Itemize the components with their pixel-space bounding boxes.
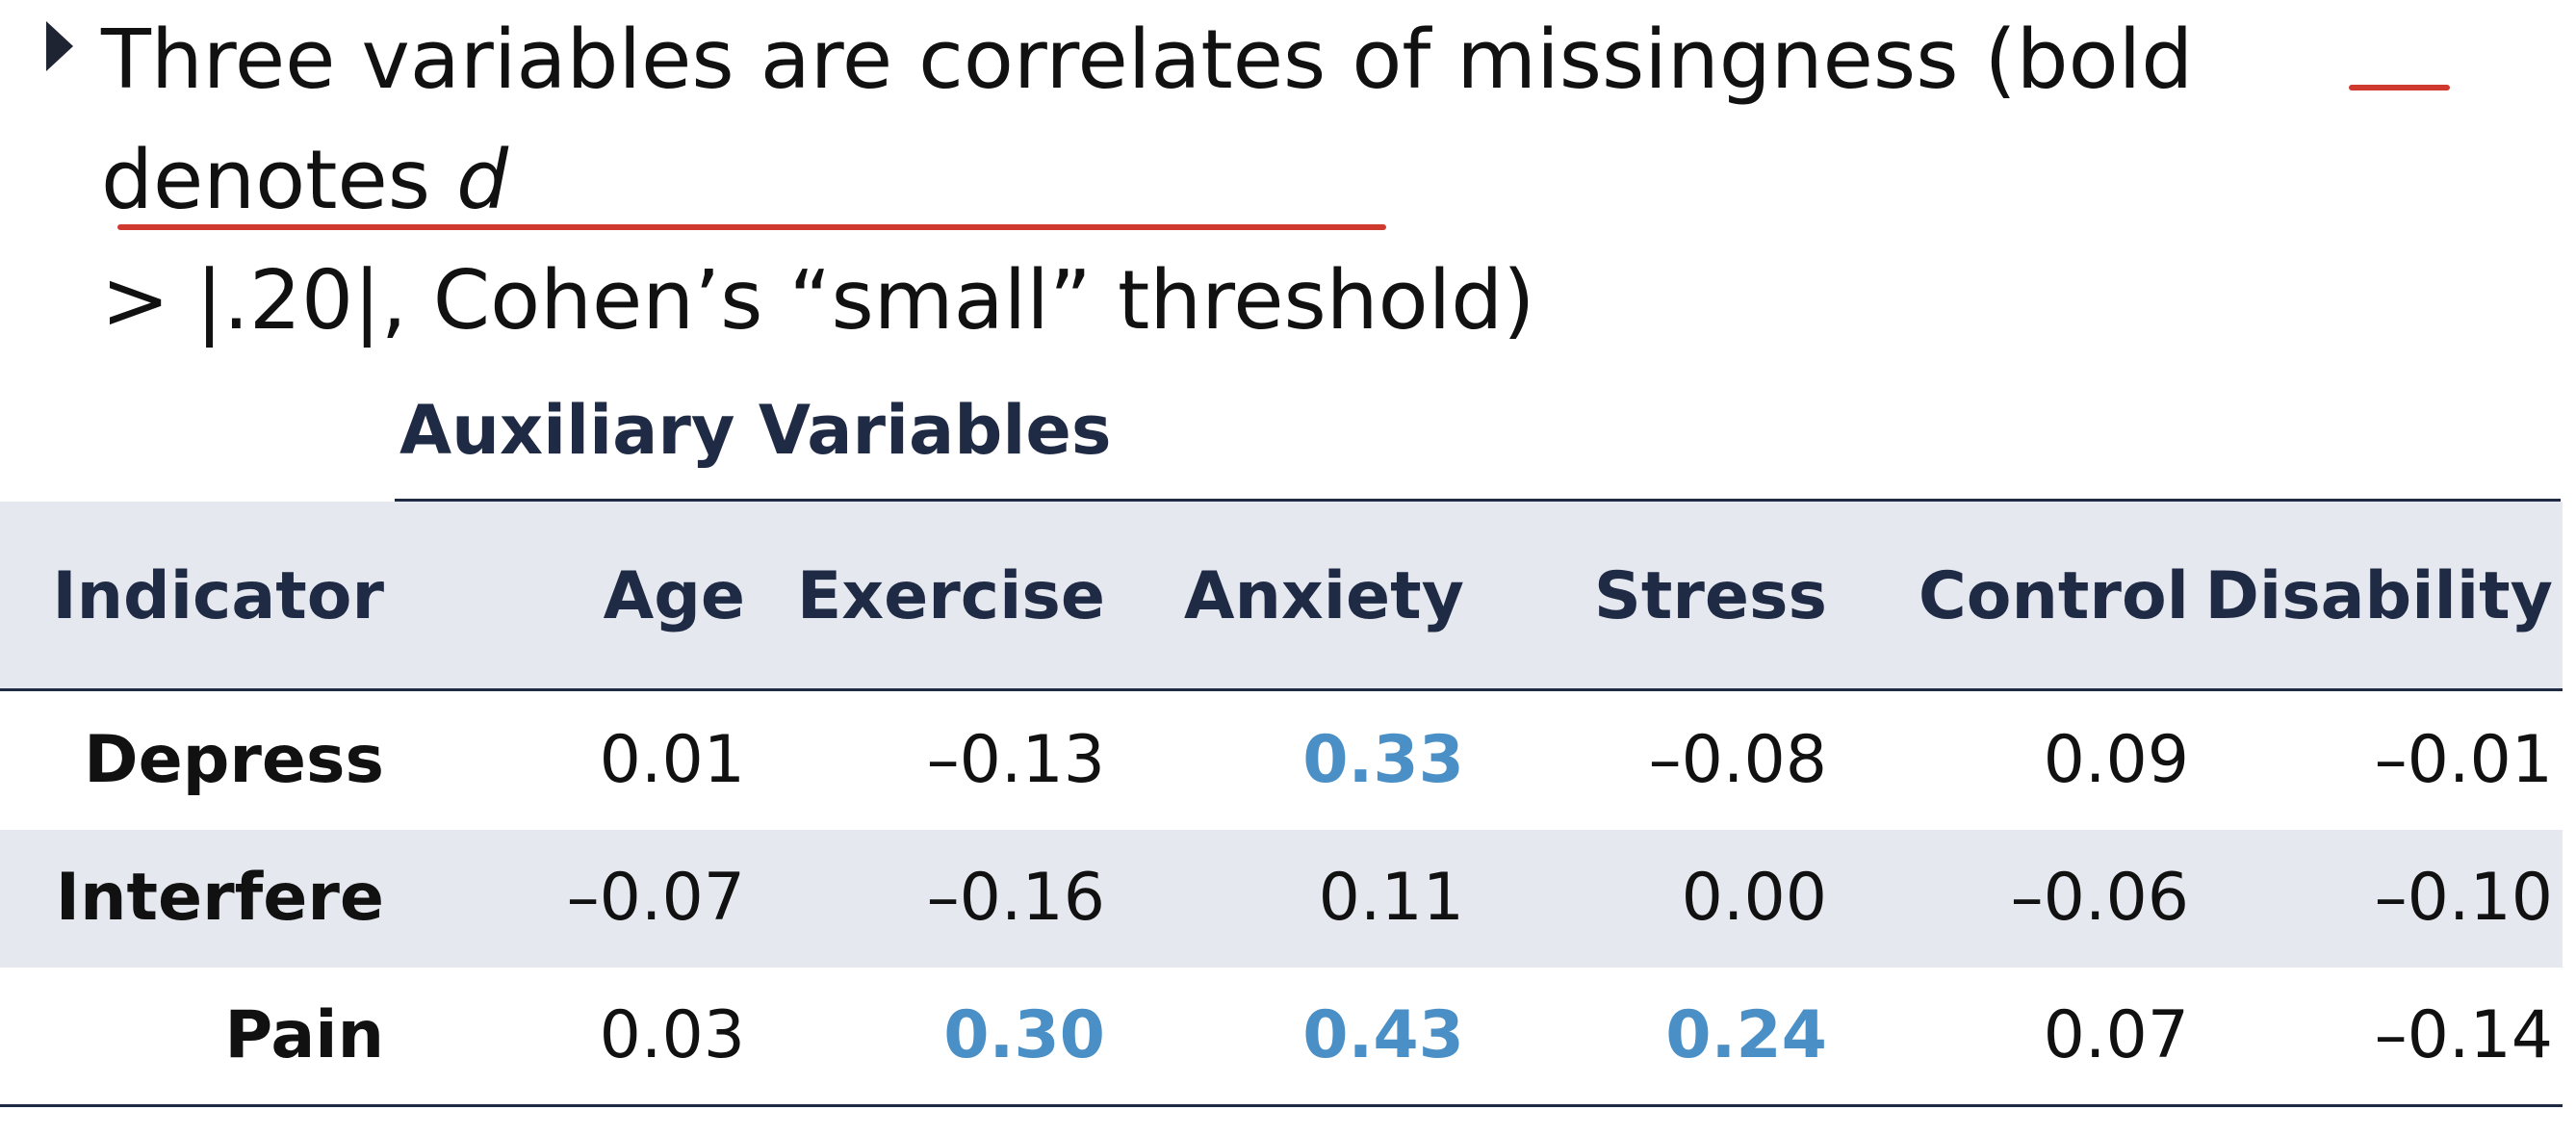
cell-depress-age: 0.01 — [599, 722, 745, 798]
cell-pain-anxiety: 0.43 — [1302, 997, 1464, 1073]
row-label-interfere: Interfere — [55, 860, 384, 936]
cell-interfere-control: –0.06 — [2010, 860, 2189, 936]
red-annotation-underline-threshold — [117, 224, 1386, 230]
row-label-depress: Depress — [84, 722, 384, 798]
cell-depress-anxiety: 0.33 — [1302, 722, 1464, 798]
cell-pain-stress: 0.24 — [1665, 997, 1827, 1073]
header-anxiety: Anxiety — [1183, 558, 1464, 634]
row-label-pain: Pain — [224, 997, 384, 1073]
header-control: Control — [1918, 558, 2189, 634]
table-bottom-rule — [0, 1104, 2563, 1107]
cell-pain-control: 0.07 — [2043, 997, 2189, 1073]
header-stress: Stress — [1593, 558, 1827, 634]
header-exercise: Exercise — [796, 558, 1105, 634]
cell-interfere-anxiety: 0.11 — [1318, 860, 1464, 936]
cell-interfere-stress: 0.00 — [1681, 860, 1827, 936]
bullet-d-symbol: d — [456, 133, 509, 228]
cell-depress-exercise: –0.13 — [926, 722, 1105, 798]
cell-pain-exercise: 0.30 — [943, 997, 1105, 1073]
cell-interfere-disability: –0.10 — [2374, 860, 2553, 936]
cell-interfere-exercise: –0.16 — [926, 860, 1105, 936]
header-disability: Disability — [2204, 558, 2553, 634]
cell-interfere-age: –0.07 — [566, 860, 745, 936]
bullet-line1: Three variables are correlates of missin… — [101, 13, 2194, 228]
cell-depress-stress: –0.08 — [1648, 722, 1827, 798]
cell-pain-age: 0.03 — [599, 997, 745, 1073]
bullet-line2: > |.20|, Cohen’s “small” threshold) — [101, 253, 1535, 349]
bullet-text: Three variables are correlates of missin… — [101, 0, 2508, 361]
group-title-rule — [395, 499, 2561, 502]
header-indicator: Indicator — [52, 558, 384, 634]
auxiliary-variables-title: Auxiliary Variables — [399, 391, 1112, 470]
red-annotation-underline-d — [2349, 85, 2450, 90]
cell-depress-disability: –0.01 — [2374, 722, 2553, 798]
bullet-arrow-icon — [46, 21, 73, 71]
header-age: Age — [603, 558, 745, 634]
table-header-band — [0, 502, 2563, 691]
cell-depress-control: 0.09 — [2043, 722, 2189, 798]
cell-pain-disability: –0.14 — [2374, 997, 2553, 1073]
table-row-shade — [0, 830, 2563, 968]
